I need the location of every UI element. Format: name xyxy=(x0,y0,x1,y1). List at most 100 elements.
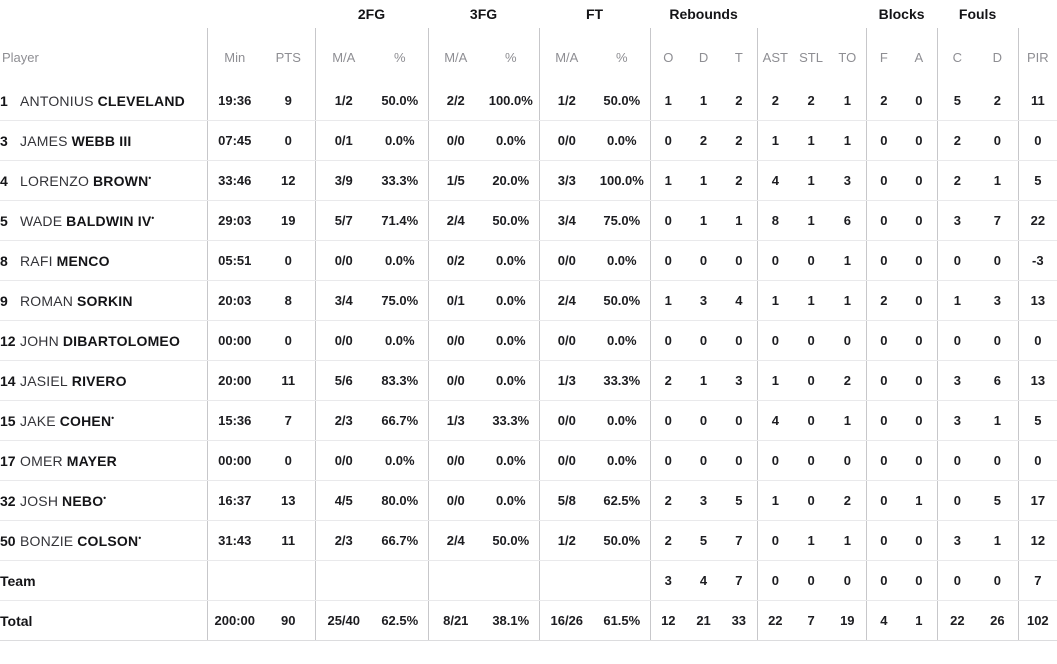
column-header-stl: STL xyxy=(799,50,823,65)
stat-cell: 0 xyxy=(262,240,315,281)
stat-cell: 29:03 xyxy=(206,200,262,241)
stat-cell: 33.3% xyxy=(594,360,651,401)
player-first-name: OMER xyxy=(20,452,63,469)
stat-cell: 0.0% xyxy=(483,320,540,361)
stat-cell: 1 xyxy=(756,480,794,521)
stat-cell: 0.0% xyxy=(483,240,540,281)
stat-cell: 12 xyxy=(649,600,687,641)
player-first-name: JOSH xyxy=(20,492,59,509)
player-cell[interactable]: 12 JOHN DIBARTOLOMEO xyxy=(0,320,207,361)
stat-cell: 2 xyxy=(721,160,758,201)
stat-cell: 0 xyxy=(649,400,687,441)
stat-cell: 2 xyxy=(829,480,867,521)
player-cell[interactable]: 50 BONZIE COLSON• xyxy=(0,520,207,561)
stat-cell xyxy=(372,560,429,601)
stat-cell: 0 xyxy=(865,560,902,601)
stat-cell: 0 xyxy=(829,440,867,481)
player-cell[interactable]: 32 JOSH NEBO• xyxy=(0,480,207,521)
player-cell[interactable]: 4 LORENZO BROWN• xyxy=(0,160,207,201)
stat-cell: 62.5% xyxy=(372,600,429,641)
stat-cell: 0 xyxy=(262,440,315,481)
player-last-name: MENCO xyxy=(56,252,110,269)
stat-cell: 1 xyxy=(936,280,978,321)
stat-cell: 0 xyxy=(721,440,758,481)
player-row: 3 JAMES WEBB III 07:45 0 0/1 0.0% 0/0 0.0… xyxy=(0,120,1057,161)
stat-cell: 3 xyxy=(686,480,722,521)
stat-cell: 0 xyxy=(649,200,687,241)
summary-row: Total 200:00 90 25/40 62.5% 8/21 38.1% 1… xyxy=(0,600,1057,641)
stat-cell: 0/0 xyxy=(427,320,484,361)
stat-cell: 4 xyxy=(686,560,722,601)
stat-cell: 2/3 xyxy=(314,520,372,561)
stat-cell: 1 xyxy=(756,120,794,161)
stat-cell: 1 xyxy=(829,280,867,321)
stat-cell: 1 xyxy=(977,520,1019,561)
column-header-ast: AST xyxy=(756,28,794,81)
player-first-name: RAFI xyxy=(20,252,53,269)
stat-cell: 5 xyxy=(721,480,758,521)
stat-cell: 1 xyxy=(901,600,938,641)
player-cell[interactable]: 5 WADE BALDWIN IV• xyxy=(0,200,207,241)
stat-cell: 0.0% xyxy=(483,120,540,161)
stat-cell: 0 xyxy=(649,240,687,281)
player-cell[interactable]: 8 RAFI MENCO xyxy=(0,240,207,281)
stat-cell: 7 xyxy=(721,520,758,561)
player-cell[interactable]: 15 JAKE COHEN• xyxy=(0,400,207,441)
column-header-2fg-ma: M/A xyxy=(314,28,372,81)
stat-cell: 0 xyxy=(936,240,978,281)
stat-cell: 2 xyxy=(936,120,978,161)
stat-cell: 0 xyxy=(936,440,978,481)
stat-cell: 20:03 xyxy=(206,280,262,321)
stat-cell: 0.0% xyxy=(483,480,540,521)
stat-cell: 0 xyxy=(901,240,938,281)
player-last-name: RIVERO xyxy=(71,372,127,389)
stat-cell: 0.0% xyxy=(372,120,429,161)
player-cell[interactable]: 1 ANTONIUS CLEVELAND xyxy=(0,81,207,121)
summary-label: Team xyxy=(0,572,36,589)
player-cell[interactable]: 14 JASIEL RIVERO xyxy=(0,360,207,401)
player-cell[interactable]: 3 JAMES WEBB III xyxy=(0,120,207,161)
column-header-min: Min xyxy=(206,28,262,81)
stat-cell: 0.0% xyxy=(372,440,429,481)
stat-cell xyxy=(206,560,262,601)
column-header-reb-d: D xyxy=(698,50,709,65)
player-cell[interactable]: 17 OMER MAYER xyxy=(0,440,207,481)
table-body: 1 ANTONIUS CLEVELAND 19:36 9 1/2 50.0% 2/… xyxy=(0,81,1057,641)
player-cell[interactable]: 9 ROMAN SORKIN xyxy=(0,280,207,321)
group-header-rebounds: Rebounds xyxy=(669,6,738,22)
stat-cell: 8 xyxy=(262,280,315,321)
stat-cell: 21 xyxy=(686,600,722,641)
stat-cell: 2 xyxy=(721,81,758,121)
stat-cell: 19:36 xyxy=(206,81,262,121)
stat-cell: 0 xyxy=(793,320,830,361)
stat-cell: 90 xyxy=(262,600,315,641)
stat-cell: 7 xyxy=(721,560,758,601)
stat-cell: 50.0% xyxy=(594,280,651,321)
stat-cell: 75.0% xyxy=(594,200,651,241)
stat-cell: 0 xyxy=(901,400,938,441)
stat-cell: 9 xyxy=(262,81,315,121)
stat-cell: 2 xyxy=(936,160,978,201)
stat-cell: 16:37 xyxy=(206,480,262,521)
stat-cell: 0 xyxy=(936,560,978,601)
box-score-table: 2FG 3FG FT Rebounds Blocks Fouls Player … xyxy=(0,6,1057,641)
stat-cell: 50.0% xyxy=(483,520,540,561)
stat-cell: 0.0% xyxy=(594,120,651,161)
stat-cell: 3/4 xyxy=(538,200,595,241)
player-first-name: JASIEL xyxy=(20,372,68,389)
stat-cell: 11 xyxy=(262,360,315,401)
stat-cell: 0 xyxy=(649,440,687,481)
stat-cell: 1 xyxy=(793,280,830,321)
stat-cell: 0 xyxy=(865,520,902,561)
stat-cell: 0 xyxy=(865,480,902,521)
stat-cell: 1 xyxy=(686,200,722,241)
jersey-number: 8 xyxy=(0,252,8,269)
stat-cell: 0 xyxy=(793,240,830,281)
stat-cell: 5/8 xyxy=(538,480,595,521)
stat-cell: 0 xyxy=(865,240,902,281)
player-first-name: JAMES xyxy=(20,132,68,149)
stat-cell: 3/9 xyxy=(314,160,372,201)
stat-cell: 0.0% xyxy=(594,320,651,361)
stat-cell: 0.0% xyxy=(372,320,429,361)
stat-cell: 0 xyxy=(829,320,867,361)
